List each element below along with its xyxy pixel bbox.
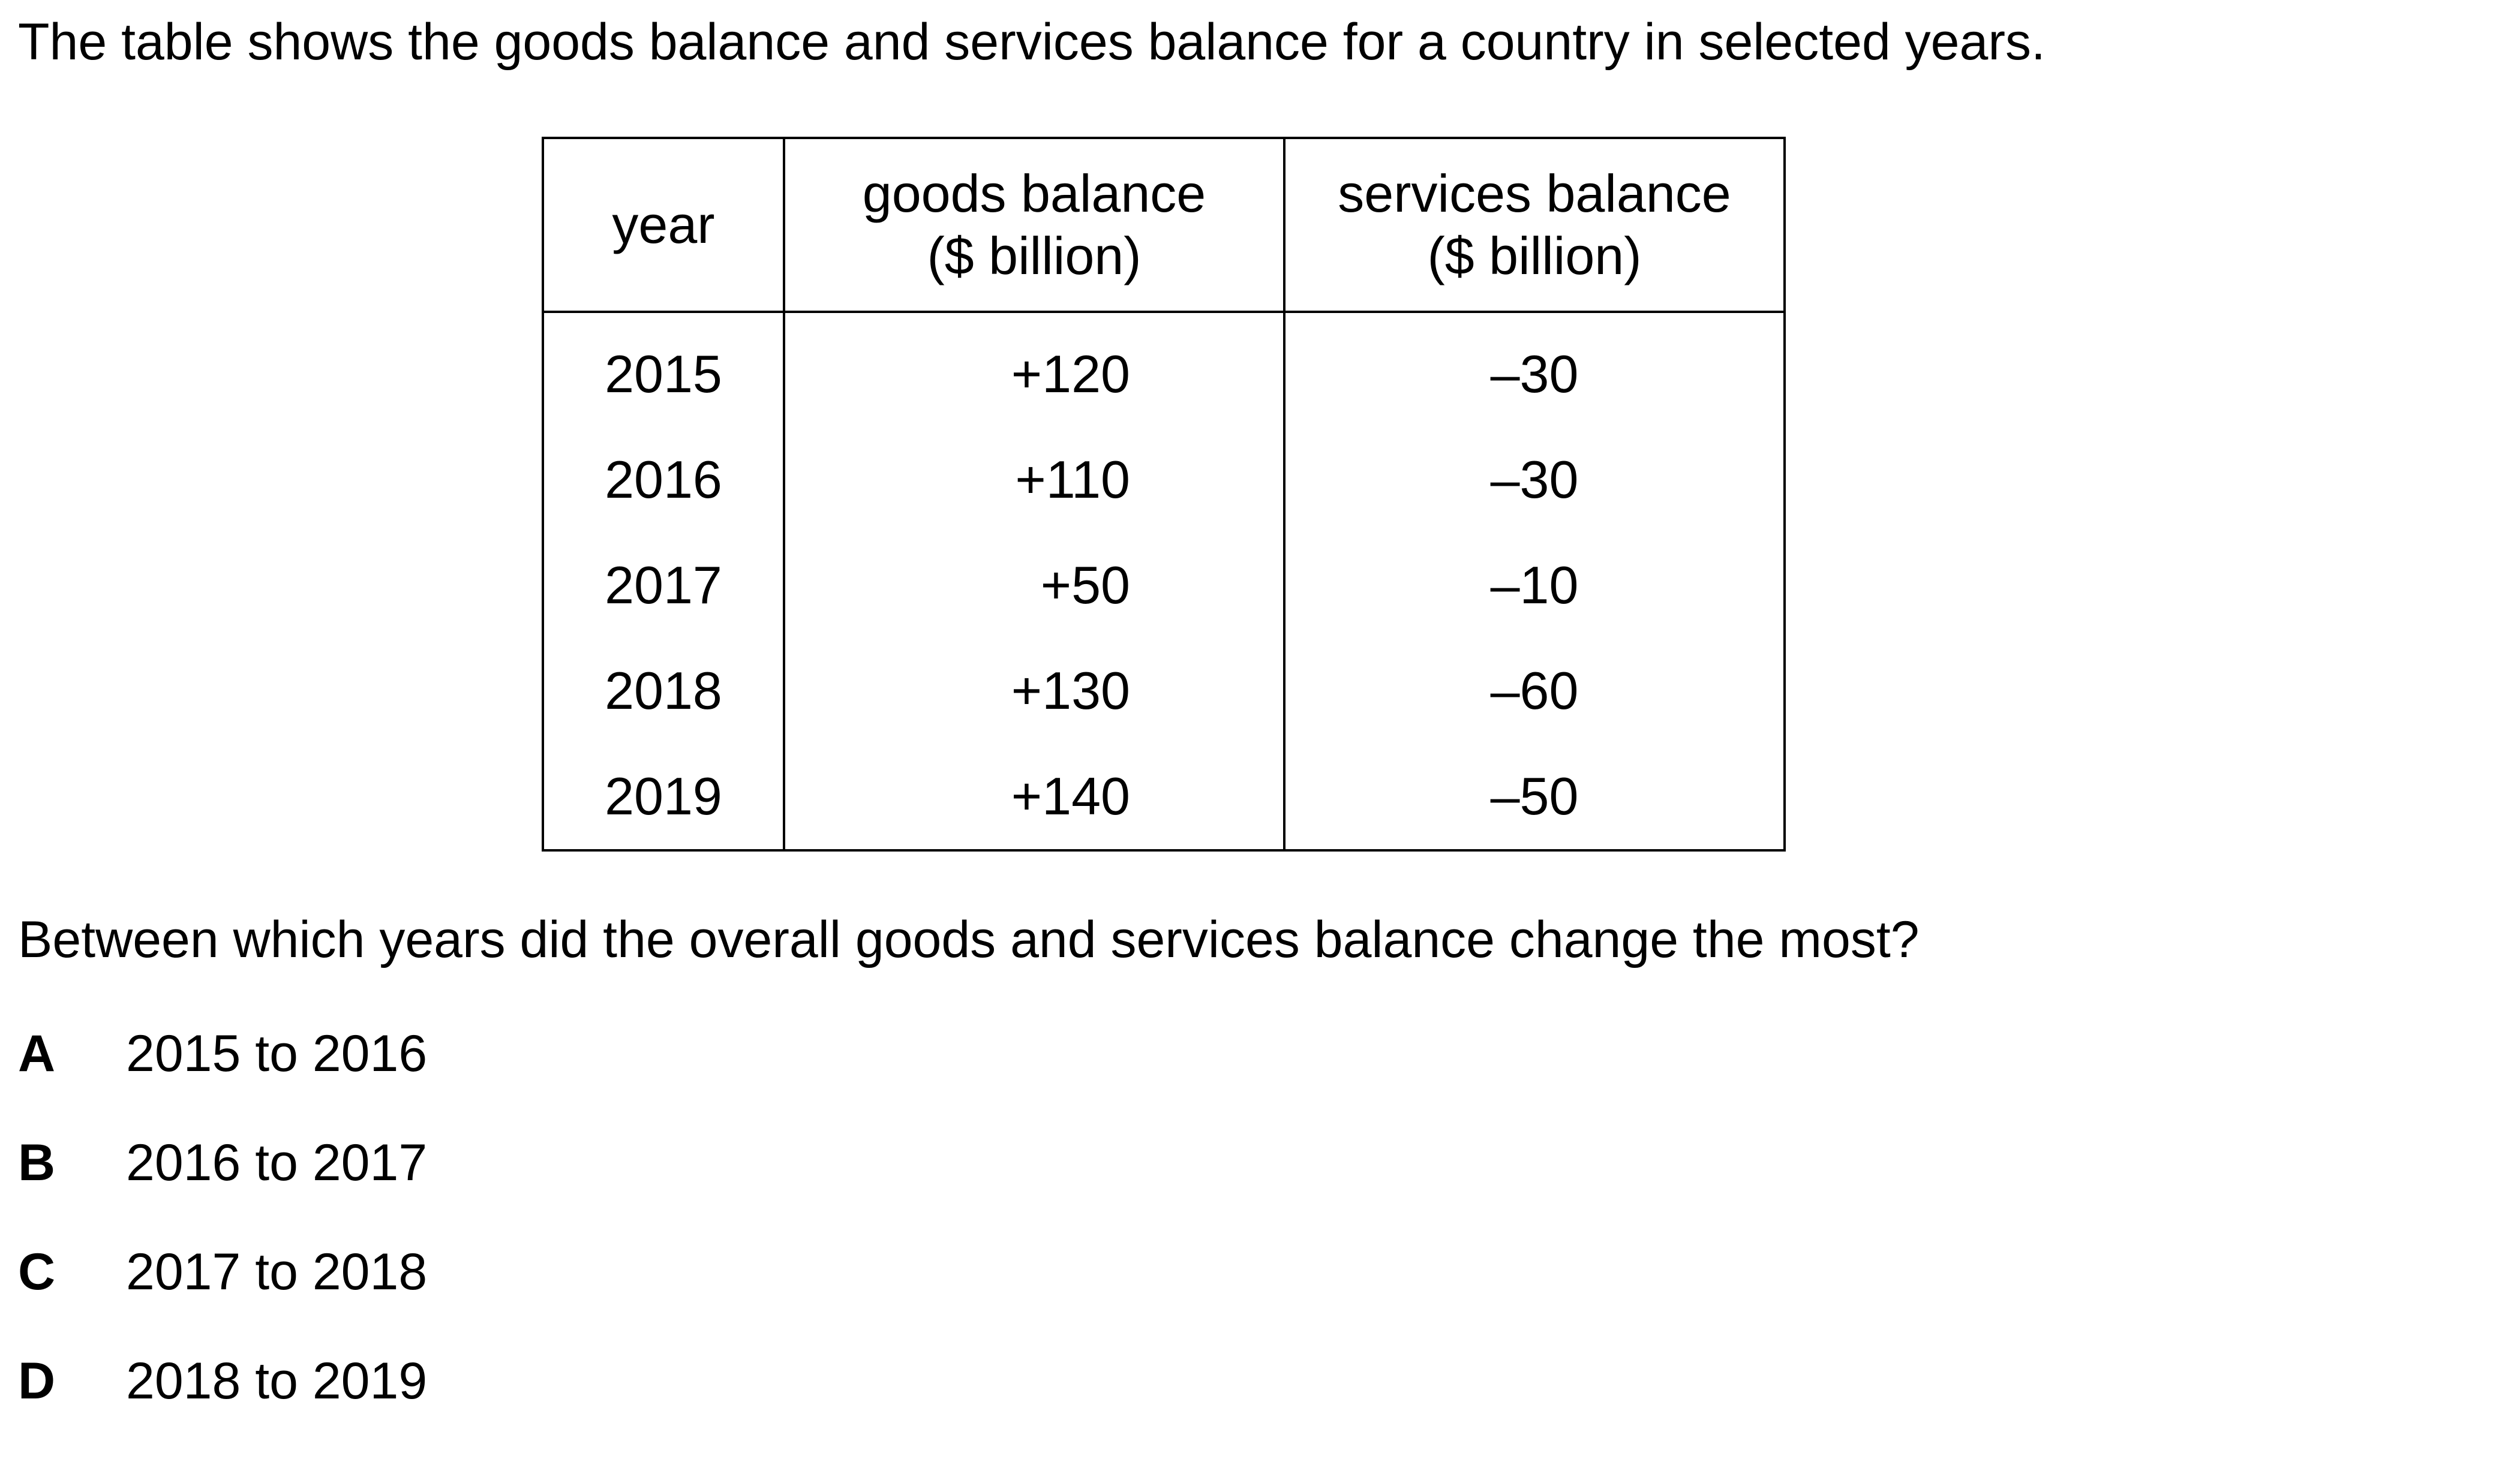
option-text: 2017 to 2018 bbox=[126, 1243, 428, 1301]
table-row: 2016 +110 –30 bbox=[542, 427, 1786, 533]
option-text: 2018 to 2019 bbox=[126, 1352, 428, 1410]
option-c[interactable]: C 2017 to 2018 bbox=[18, 1241, 427, 1350]
header-goods-balance: goods balance ($ billion) bbox=[783, 137, 1285, 313]
table-row: 2019 +140 –50 bbox=[542, 744, 1786, 852]
option-letter: A bbox=[18, 1025, 56, 1082]
option-text: 2015 to 2016 bbox=[126, 1025, 428, 1082]
goods-value: +120 bbox=[1011, 344, 1130, 404]
cell-goods: +130 bbox=[783, 638, 1285, 744]
option-text: 2016 to 2017 bbox=[126, 1134, 428, 1192]
cell-services: –50 bbox=[1283, 744, 1786, 852]
cell-services: –10 bbox=[1283, 533, 1786, 638]
balance-table: year goods balance ($ billion) services … bbox=[542, 137, 1786, 852]
cell-goods: +120 bbox=[783, 312, 1285, 427]
table-row: 2017 +50 –10 bbox=[542, 533, 1786, 638]
header-services-line2: ($ billion) bbox=[1427, 226, 1642, 285]
cell-goods: +140 bbox=[783, 744, 1285, 852]
question-text: Between which years did the overall good… bbox=[18, 911, 1920, 968]
goods-value: +50 bbox=[1040, 555, 1130, 615]
option-letter: C bbox=[18, 1243, 56, 1301]
cell-services: –30 bbox=[1283, 427, 1786, 533]
intro-text: The table shows the goods balance and se… bbox=[18, 13, 2046, 71]
option-a[interactable]: A 2015 to 2016 bbox=[18, 1022, 427, 1132]
answer-options: A 2015 to 2016 B 2016 to 2017 C 2017 to … bbox=[18, 1022, 427, 1459]
header-services-line1: services balance bbox=[1338, 164, 1731, 223]
cell-services: –60 bbox=[1283, 638, 1786, 744]
table-row: 2015 +120 –30 bbox=[542, 312, 1786, 427]
cell-year: 2016 bbox=[542, 427, 785, 533]
cell-goods: +50 bbox=[783, 533, 1285, 638]
option-letter: B bbox=[18, 1134, 56, 1192]
header-goods-line2: ($ billion) bbox=[927, 226, 1142, 285]
goods-value: +110 bbox=[1015, 450, 1130, 509]
goods-value: +140 bbox=[1011, 766, 1130, 826]
table-header-row: year goods balance ($ billion) services … bbox=[542, 137, 1786, 313]
cell-year: 2015 bbox=[542, 312, 785, 427]
option-letter: D bbox=[18, 1352, 56, 1410]
header-year-label: year bbox=[612, 195, 715, 254]
option-b[interactable]: B 2016 to 2017 bbox=[18, 1132, 427, 1241]
header-goods-line1: goods balance bbox=[862, 164, 1206, 223]
option-d[interactable]: D 2018 to 2019 bbox=[18, 1350, 427, 1459]
cell-goods: +110 bbox=[783, 427, 1285, 533]
cell-year: 2017 bbox=[542, 533, 785, 638]
goods-value: +130 bbox=[1011, 661, 1130, 720]
cell-services: –30 bbox=[1283, 312, 1786, 427]
header-year: year bbox=[542, 137, 785, 313]
cell-year: 2018 bbox=[542, 638, 785, 744]
cell-year: 2019 bbox=[542, 744, 785, 852]
table-row: 2018 +130 –60 bbox=[542, 638, 1786, 744]
header-services-balance: services balance ($ billion) bbox=[1283, 137, 1786, 313]
